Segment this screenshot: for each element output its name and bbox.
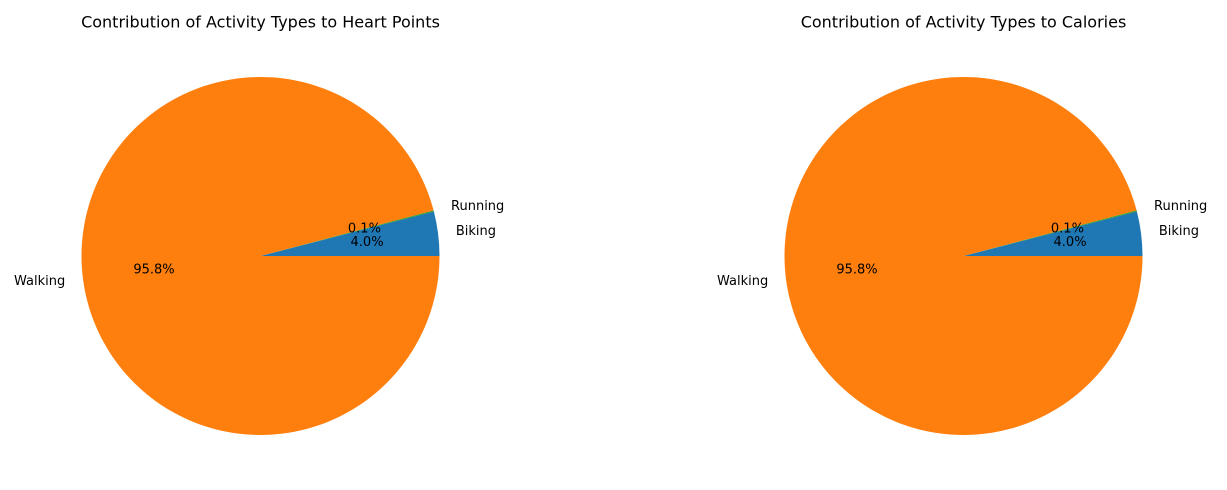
calories-pie-chart: Contribution of Activity Types to Calori… (717, 13, 1207, 435)
pie-label-walking: Walking (14, 274, 65, 289)
pie-pct-running: 0.1% (348, 221, 381, 236)
heart-points-pie-chart: Contribution of Activity Types to Heart … (14, 13, 504, 435)
pie-slices (81, 76, 440, 435)
pie-label-walking: Walking (717, 274, 768, 289)
pie-slices (784, 76, 1143, 435)
pie-pct-biking: 4.0% (351, 235, 384, 250)
pie-labels: Biking 4.0% Running 0.1% Walking 95.8% (717, 199, 1207, 289)
pie-label-biking: Biking (1159, 224, 1199, 239)
pie-label-running: Running (1154, 199, 1207, 214)
pie-pct-walking: 95.8% (133, 262, 174, 277)
chart-title: Contribution of Activity Types to Heart … (81, 13, 440, 32)
chart-title: Contribution of Activity Types to Calori… (801, 13, 1127, 32)
pie-pct-biking: 4.0% (1054, 235, 1087, 250)
pie-pct-running: 0.1% (1051, 221, 1084, 236)
pie-label-biking: Biking (456, 224, 496, 239)
pie-label-running: Running (451, 199, 504, 214)
pie-slice-running (963, 210, 1137, 256)
pie-slice-walking (784, 76, 1143, 435)
pie-slice-running (260, 210, 434, 256)
pie-slice-biking (963, 211, 1143, 256)
pie-pct-walking: 95.8% (836, 262, 877, 277)
pie-slice-biking (260, 211, 440, 256)
pie-slice-walking (81, 76, 440, 435)
pie-labels: Biking 4.0% Running 0.1% Walking 95.8% (14, 199, 504, 289)
